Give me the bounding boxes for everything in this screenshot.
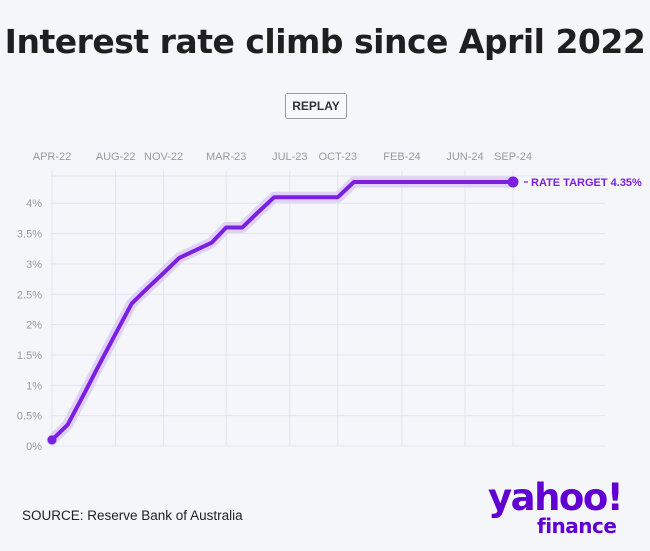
y-tick-label: 1.5% (17, 350, 42, 362)
y-tick-label: 3.5% (17, 229, 42, 241)
replay-button[interactable]: REPLAY (285, 93, 347, 119)
x-tick-label: OCT-23 (319, 151, 358, 163)
x-tick-label: JUL-23 (272, 151, 307, 163)
y-tick-label: 2% (26, 320, 42, 332)
line-chart: APR-22 AUG-22 NOV-22 MAR-23 JUL-23 OCT-23 FEB-… (17, 151, 642, 453)
annotation-label: RATE TARGET 4.35% (531, 177, 642, 189)
y-tick-label: 3% (26, 259, 42, 271)
y-tick-label: 4% (26, 198, 42, 210)
x-tick-label: FEB-24 (383, 151, 420, 163)
y-tick-label: 0% (26, 441, 42, 453)
start-point (47, 435, 57, 445)
logo-subword: finance (537, 514, 617, 538)
y-tick-label: 1% (26, 380, 42, 392)
y-tick-label: 2.5% (17, 289, 42, 301)
logo-wordmark: yahoo! (488, 476, 624, 519)
x-tick-label: SEP-24 (494, 151, 532, 163)
rate-target-annotation: RATE TARGET 4.35% (524, 177, 642, 189)
x-tick-label: APR-22 (33, 151, 72, 163)
series-line (50, 180, 515, 442)
x-tick-label: JUN-24 (446, 151, 483, 163)
end-point (507, 176, 519, 188)
source-note: SOURCE: Reserve Bank of Australia (22, 508, 243, 523)
series-halo (46, 176, 519, 446)
x-tick-label: AUG-22 (96, 151, 136, 163)
series-rate (46, 176, 519, 446)
x-tick-label: NOV-22 (144, 151, 183, 163)
x-tick-label: MAR-23 (206, 151, 246, 163)
y-gridlines (50, 202, 605, 447)
x-gridlines (50, 170, 605, 446)
y-axis-ticks: 0% 0.5% 1% 1.5% 2% 2.5% 3% 3.5% 4% (17, 198, 42, 453)
x-axis-ticks: APR-22 AUG-22 NOV-22 MAR-23 JUL-23 OCT-23 FEB-… (33, 151, 532, 163)
y-tick-label: 0.5% (17, 411, 42, 423)
chart-title: Interest rate climb since April 2022 (4, 22, 646, 61)
yahoo-finance-logo: yahoo! finance (488, 476, 628, 544)
